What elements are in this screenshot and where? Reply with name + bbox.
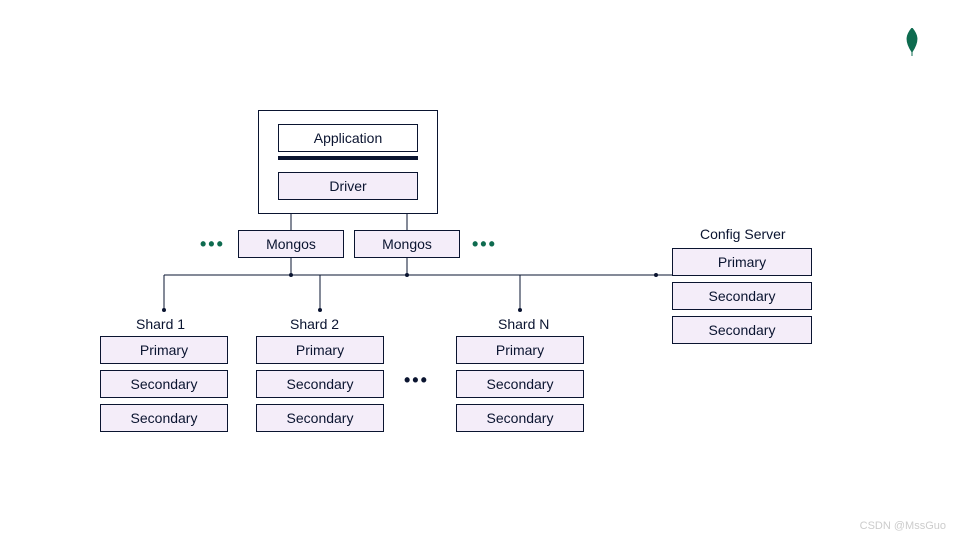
shard1-title: Shard 1 [136,316,185,332]
divider-line [278,156,418,160]
config-secondary-1: Secondary [672,282,812,310]
driver-box: Driver [278,172,418,200]
application-box: Application [278,124,418,152]
shard1-secondary-2: Secondary [100,404,228,432]
ellipsis-left: ••• [200,234,225,255]
config-secondary-2: Secondary [672,316,812,344]
shardN-secondary-2: Secondary [456,404,584,432]
shardN-title: Shard N [498,316,549,332]
config-server-title: Config Server [700,226,786,242]
shardN-primary: Primary [456,336,584,364]
shard2-secondary-1: Secondary [256,370,384,398]
shard1-secondary-1: Secondary [100,370,228,398]
watermark-text: CSDN @MssGuo [860,520,946,532]
connector-lines [0,0,960,540]
config-primary: Primary [672,248,812,276]
shardN-secondary-1: Secondary [456,370,584,398]
mongodb-leaf-icon [902,28,922,56]
shard1-primary: Primary [100,336,228,364]
mongos-box-2: Mongos [354,230,460,258]
shard2-title: Shard 2 [290,316,339,332]
ellipsis-shards: ••• [404,370,429,391]
shard2-secondary-2: Secondary [256,404,384,432]
shard2-primary: Primary [256,336,384,364]
ellipsis-right: ••• [472,234,497,255]
mongos-box-1: Mongos [238,230,344,258]
